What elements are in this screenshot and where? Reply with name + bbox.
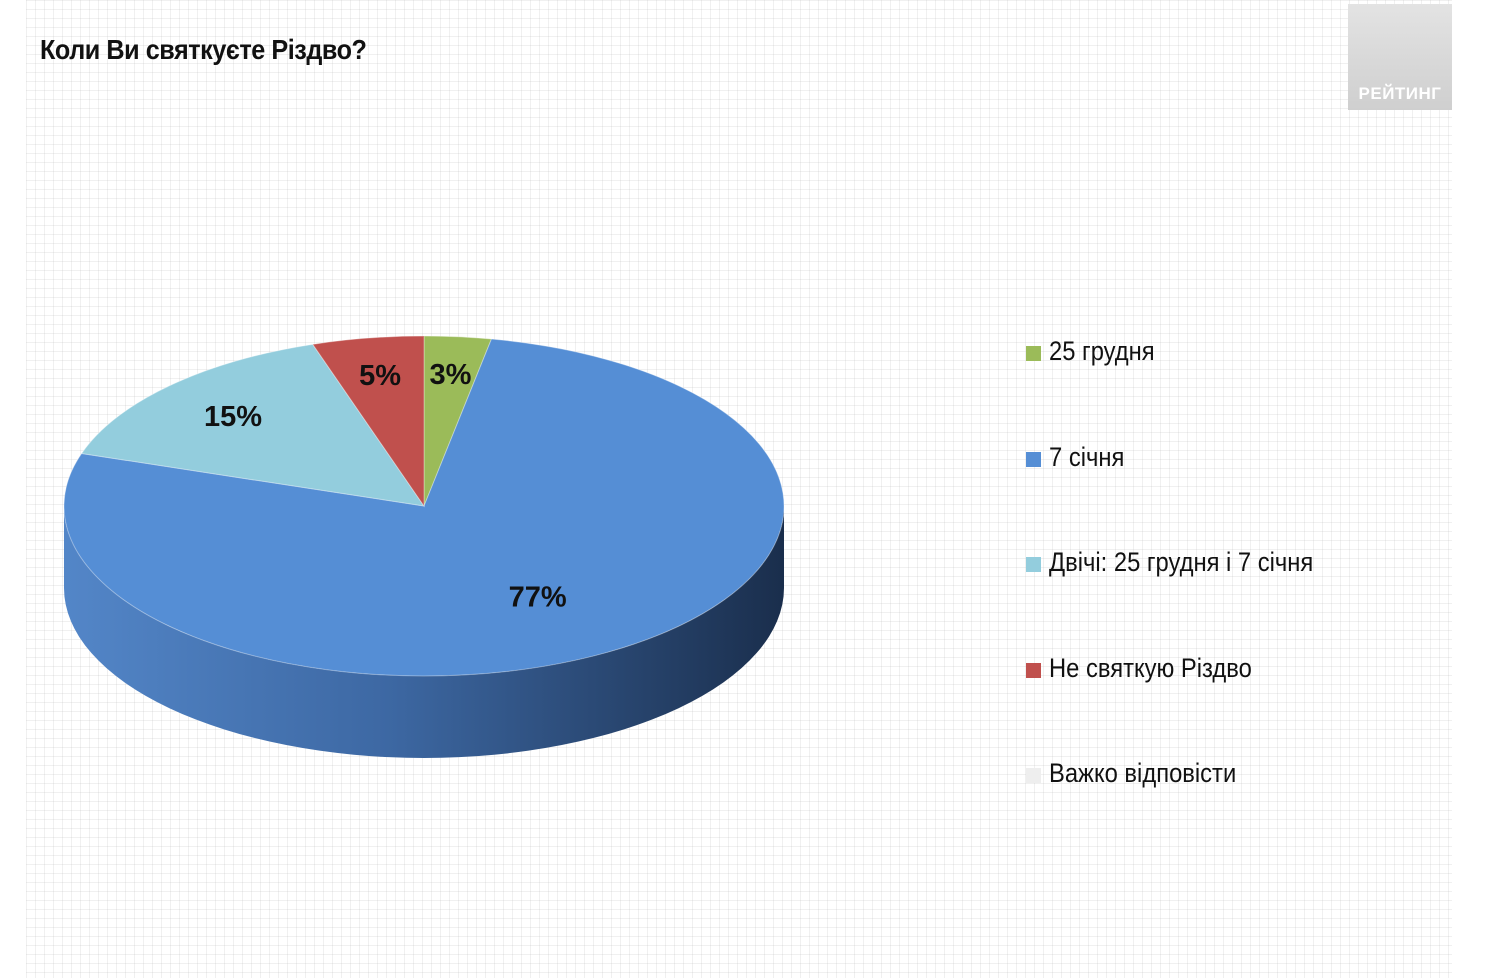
pie-side-7-січня	[64, 506, 784, 758]
logo-text: РЕЙТИНГ	[1358, 84, 1442, 103]
legend-label: Не святкую Різдво	[1049, 652, 1252, 683]
data-label-7-січня: 77%	[509, 582, 567, 614]
legend-label: 25 грудня	[1049, 336, 1155, 366]
data-label-не-святкую-різдво: 5%	[359, 360, 401, 392]
pie-slice-не-святкую-різдво	[311, 335, 425, 508]
pie-slice-25-грудня	[423, 335, 493, 507]
legend-swatch	[1026, 346, 1041, 361]
data-label-двічі-25-грудня-і-7-січня: 15%	[204, 401, 262, 433]
pie-sides	[64, 506, 784, 758]
pie-slice-7-січня	[63, 338, 785, 677]
pie-slice-двічі-25-грудня-і-7-січня	[80, 343, 426, 507]
legend-swatch	[1026, 662, 1041, 678]
legend-swatch	[1026, 451, 1041, 467]
legend-swatch	[1026, 557, 1041, 572]
chart-title: Коли Ви святкуєте Різдво?	[40, 34, 367, 65]
legend-label: Важко відповісти	[1049, 758, 1237, 788]
legend-label: 7 січня	[1049, 441, 1125, 472]
rating-logo: РЕЙТИНГ	[1348, 4, 1452, 110]
pie-slices	[63, 335, 785, 677]
data-label-25-грудня: 3%	[429, 359, 471, 391]
pie-data-labels: 3% 77% 15% 5%	[204, 359, 567, 614]
legend-swatch	[1026, 768, 1041, 783]
legend-label: Двічі: 25 грудня і 7 січня	[1049, 547, 1314, 577]
pie-chart: 3% 77% 15% 5%	[63, 335, 785, 758]
